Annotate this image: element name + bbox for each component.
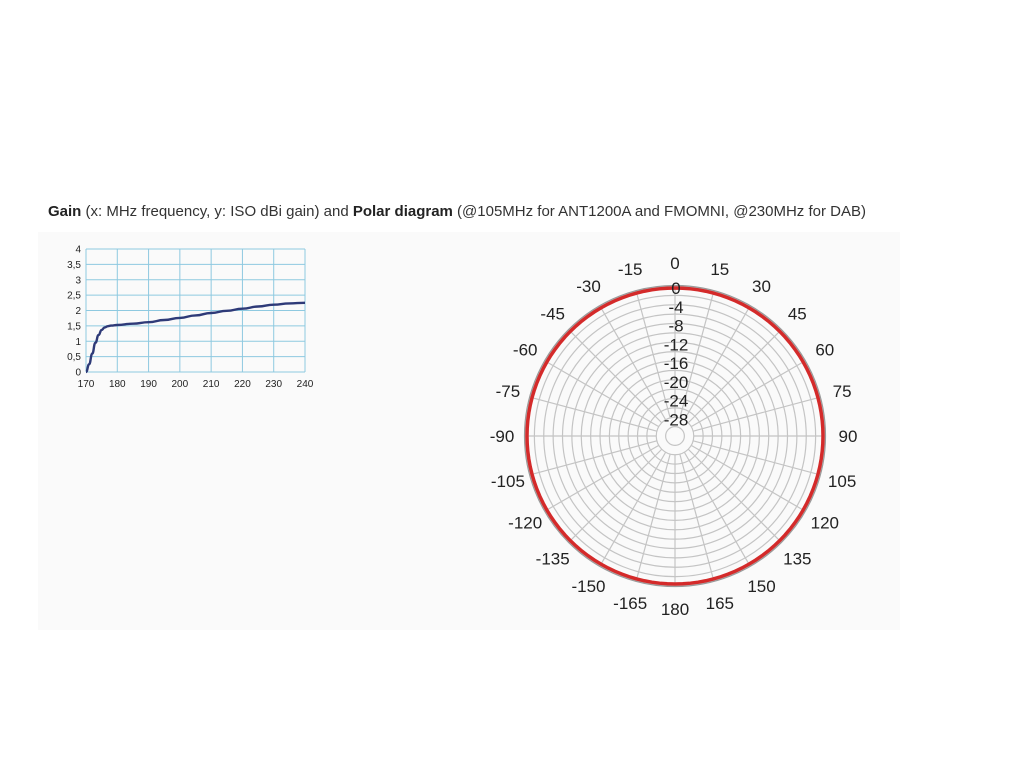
polar-grid-spoke [635,453,671,582]
gain-series-line [85,301,306,374]
polar-grid-spoke [679,453,715,582]
polar-angle-label: 90 [839,427,858,446]
gain-x-tick-label: 180 [109,379,126,390]
gain-x-tick-label: 220 [234,379,251,390]
chart-panel-background [38,232,900,630]
polar-grid-spoke [529,440,658,476]
polar-radial-label: -8 [668,317,683,336]
polar-grid-spoke [599,451,667,567]
polar-angle-label: -90 [490,427,515,446]
polar-angle-label: 0 [670,254,679,273]
polar-angle-label: 75 [833,382,852,401]
polar-caption-description: (@105MHz for ANT1200A and FMOMNI, @230MH… [452,203,866,220]
polar-angle-label: 120 [811,514,839,533]
polar-angle-label: -75 [496,382,521,401]
polar-angle-label: 165 [706,594,734,613]
gain-y-tick-label: 1,5 [67,321,81,332]
polar-angle-label: 135 [783,549,811,568]
gain-x-tick-label: 190 [140,379,157,390]
polar-grid-spoke [690,444,806,512]
polar-angle-label: -150 [571,577,605,596]
polar-angle-label: 15 [710,260,729,279]
polar-grid-spoke [692,440,821,476]
polar-angle-label: 60 [815,341,834,360]
gain-y-tick-label: 3 [75,275,81,286]
gain-y-tick-label: 4 [75,245,81,256]
gain-x-tick-label: 210 [203,379,220,390]
polar-grid-spoke [635,290,671,419]
gain-x-tick-label: 240 [297,379,314,390]
gain-y-tick-label: 2 [75,306,81,317]
polar-outer-ring [523,284,827,588]
polar-grid-spoke [679,290,715,419]
polar-grid-spoke [568,448,663,543]
polar-angle-label: 150 [747,577,775,596]
polar-angle-label: -60 [513,341,538,360]
polar-radial-label: -16 [664,354,689,373]
polar-grid-spoke [683,451,751,567]
polar-angle-label: 45 [788,305,807,324]
polar-angle-label: -15 [618,260,643,279]
gain-y-tick-label: 1 [75,337,81,348]
polar-grid-spoke [568,329,663,424]
polar-angle-label: -120 [508,514,542,533]
polar-radial-label: -4 [668,298,683,317]
gain-x-tick-label: 170 [78,379,95,390]
polar-angle-label: -105 [491,472,525,491]
polar-radial-label: -24 [664,392,689,411]
gain-y-tick-label: 0,5 [67,352,81,363]
polar-angle-label: -45 [540,305,565,324]
polar-radial-label: -12 [664,335,689,354]
polar-angle-label: -135 [536,549,570,568]
gain-caption-label: Gain [48,203,82,220]
gain-x-tick-label: 230 [265,379,282,390]
gain-y-tick-label: 2,5 [67,291,81,302]
polar-grid-spoke [690,360,806,428]
polar-radial-label: -28 [664,410,689,429]
gain-caption-description: (x: MHz frequency, y: ISO dBi gain) and [81,203,353,220]
polar-grid-spoke [544,444,660,512]
polar-radial-label: -20 [664,373,689,392]
polar-angle-label: 180 [661,600,689,619]
gain-x-tick-label: 200 [172,379,189,390]
gain-chart: 0 0,5 1 1,5 2 2,5 3 3,5 4 170 180 190 200 210 220 230 24… [67,245,314,391]
polar-series-trace [525,286,825,586]
polar-grid-spoke [683,305,751,421]
polar-grid-spoke [687,448,782,543]
polar-grid-spoke [599,305,667,421]
polar-radial-label: 0 [671,279,680,298]
polar-angle-label: -165 [613,594,647,613]
polar-grid-spoke [529,396,658,432]
polar-grid-spoke [692,396,821,432]
chart-caption: Gain (x: MHz frequency, y: ISO dBi gain)… [48,203,866,220]
polar-grid-ring [665,426,685,446]
polar-grid-spoke [687,329,782,424]
gain-y-tick-label: 3,5 [67,260,81,271]
gain-y-tick-label: 0 [75,368,81,379]
polar-angle-label: -30 [576,277,601,296]
polar-angle-label: 105 [828,472,856,491]
polar-angle-label: 30 [752,277,771,296]
polar-caption-label: Polar diagram [352,203,453,220]
polar-grid-spoke [544,360,660,428]
